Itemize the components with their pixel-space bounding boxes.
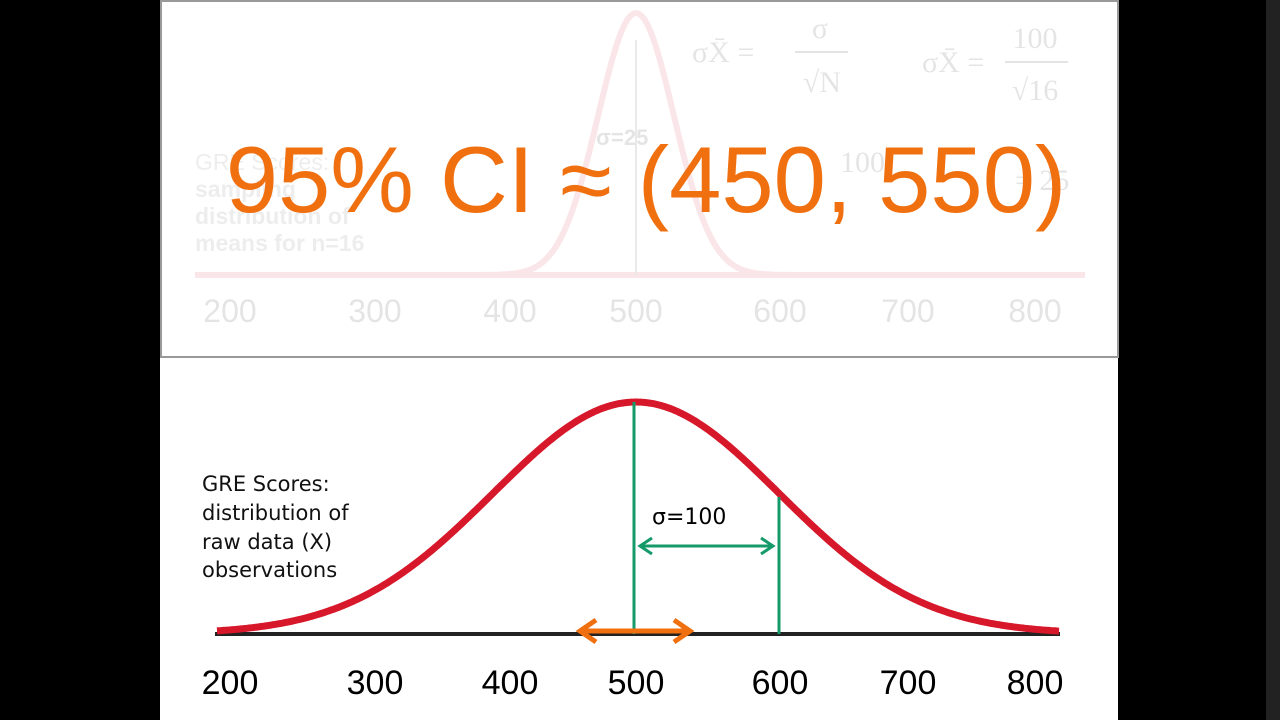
formula-lhs: σX̄ = bbox=[922, 46, 984, 79]
x-tick-label: 700 bbox=[880, 664, 937, 702]
faded-tick-label: 600 bbox=[753, 293, 806, 329]
panel-border bbox=[160, 0, 1119, 358]
faded-label: sampling bbox=[195, 176, 296, 202]
faded-tick-label: 800 bbox=[1008, 293, 1061, 329]
formula-denominator: √16 bbox=[1012, 74, 1058, 107]
faded-tick-label: 200 bbox=[203, 293, 256, 329]
faded-tick-label: 400 bbox=[483, 293, 536, 329]
formula-denominator: √N bbox=[803, 66, 841, 99]
faded-tick-label: 300 bbox=[348, 293, 401, 329]
faded-sigma: σ=25 bbox=[596, 125, 648, 150]
formula-numerator: 100 bbox=[1013, 22, 1058, 55]
panel-label: distribution of bbox=[202, 501, 349, 525]
faded-label: GRE Scores: bbox=[195, 149, 329, 175]
slide-area bbox=[160, 0, 1118, 720]
faded-tick-label: 500 bbox=[609, 293, 662, 329]
x-tick-label: 400 bbox=[482, 664, 539, 702]
x-tick-label: 200 bbox=[202, 664, 259, 702]
formula-result: = 25 bbox=[1015, 164, 1069, 197]
faded-tick-label: 700 bbox=[881, 293, 934, 329]
faded-label: distribution of bbox=[195, 203, 350, 229]
x-tick-label: 600 bbox=[752, 664, 809, 702]
panel-label: observations bbox=[202, 558, 337, 582]
bottom-panel: σ=100 GRE Scores: distribution of raw da… bbox=[202, 398, 1064, 702]
formula-lhs: σX̄ = bbox=[692, 36, 754, 69]
formula-numerator: 100 bbox=[840, 146, 885, 179]
sd-arrowheads bbox=[637, 536, 776, 556]
headline: 95% CI ≈ (450, 550) bbox=[226, 127, 1067, 232]
x-tick-label: 800 bbox=[1007, 664, 1064, 702]
faded-label: means for n=16 bbox=[195, 230, 364, 256]
sigma-label: σ=100 bbox=[652, 505, 726, 530]
scrollbar-edge bbox=[1266, 0, 1280, 720]
x-tick-label: 500 bbox=[608, 664, 665, 702]
normal-curve bbox=[216, 398, 1060, 635]
faded-panel: σ=25 GRE Scores: sampling distribution o… bbox=[195, 10, 1085, 329]
ci-arrowheads bbox=[575, 617, 695, 645]
panel-label: raw data (X) bbox=[202, 530, 332, 554]
formula-numerator: σ bbox=[812, 12, 828, 45]
x-tick-label: 300 bbox=[347, 664, 404, 702]
panel-label: GRE Scores: bbox=[202, 472, 330, 496]
faded-curve bbox=[195, 10, 1085, 278]
